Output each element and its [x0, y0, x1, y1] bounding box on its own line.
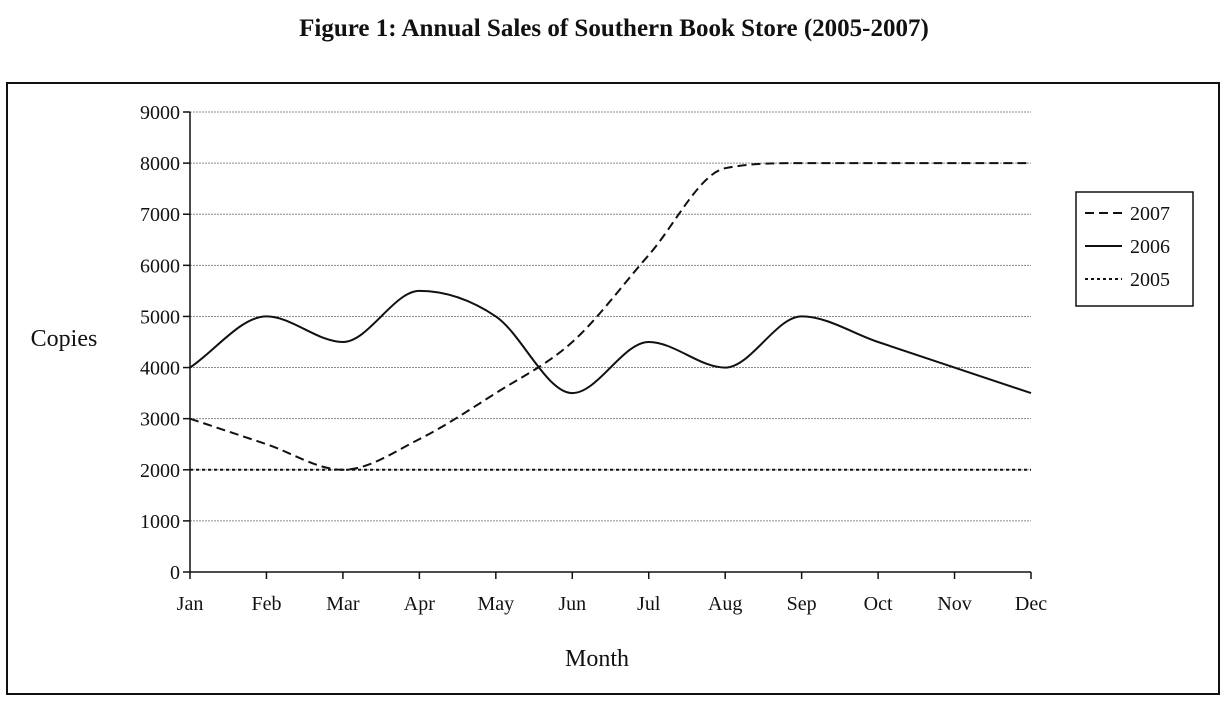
- x-tick-label: Apr: [404, 593, 435, 615]
- x-axis-title: Month: [565, 646, 629, 672]
- x-tick-label: Sep: [787, 593, 817, 615]
- x-tick-label: Jan: [177, 593, 204, 615]
- y-tick-label: 6000: [140, 255, 180, 277]
- x-tick-label: Dec: [1015, 593, 1047, 615]
- series-lines: [189, 162, 1032, 471]
- legend-label-2007: 2007: [1130, 203, 1170, 225]
- chart-frame: [6, 82, 1220, 695]
- y-axis-title: Copies: [31, 326, 98, 352]
- y-tick-label: 5000: [140, 306, 180, 328]
- x-tick-label: Aug: [708, 593, 742, 615]
- x-tick-label: Oct: [864, 593, 893, 615]
- x-tick-label: Mar: [326, 593, 360, 615]
- gridlines: [190, 111, 1031, 522]
- x-tick-label: Jun: [558, 593, 586, 615]
- y-tick-label: 0: [170, 562, 180, 584]
- legend: 2007 2006 2005: [1075, 191, 1194, 307]
- axes: [183, 111, 1032, 579]
- legend-label-2006: 2006: [1130, 236, 1170, 258]
- y-tick-label: 2000: [140, 460, 180, 482]
- y-tick-label: 3000: [140, 409, 180, 431]
- y-tick-labels: 0 1000 2000 3000 4000 5000 6000 7000 8000 9000: [140, 102, 180, 584]
- legend-box: [1075, 191, 1194, 307]
- x-tick-label: May: [477, 593, 514, 615]
- legend-label-2005: 2005: [1130, 269, 1170, 291]
- y-tick-label: 8000: [140, 153, 180, 175]
- series-line-2006: [189, 289, 1032, 395]
- x-tick-label: Nov: [937, 593, 971, 615]
- x-tick-label: Feb: [251, 593, 281, 615]
- y-tick-label: 9000: [140, 102, 180, 124]
- y-tick-label: 4000: [140, 358, 180, 380]
- y-tick-label: 1000: [140, 511, 180, 533]
- chart-title: Figure 1: Annual Sales of Southern Book …: [299, 15, 929, 42]
- y-tick-label: 7000: [140, 204, 180, 226]
- x-tick-labels: Jan Feb Mar Apr May Jun Jul Aug Sep Oct Nov Dec: [177, 593, 1048, 615]
- x-tick-label: Jul: [637, 593, 661, 615]
